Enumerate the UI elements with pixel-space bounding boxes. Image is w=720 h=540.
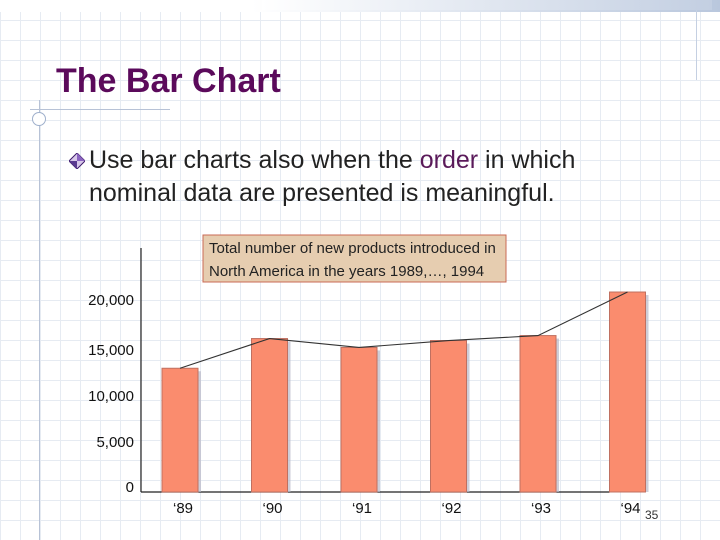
bullet-text-part-1: Use bar charts also when the [89, 146, 420, 174]
y-tick-label: 10,000 [88, 388, 134, 405]
x-tick-label: ‘89 [173, 500, 193, 517]
chart-title-box [202, 234, 507, 283]
title-underline-rule [30, 109, 170, 110]
bar [519, 335, 557, 493]
slide-decor-vertical-line [696, 0, 697, 80]
bar [340, 346, 378, 493]
x-tick-label: ‘91 [352, 500, 372, 517]
circle-ornament [32, 112, 46, 126]
x-tick-label: ‘90 [262, 500, 282, 517]
bar [251, 338, 288, 493]
bullet-emphasis-order: order [419, 146, 479, 174]
slide-top-gradient-block [262, 0, 712, 10]
x-tick-label: ‘92 [441, 500, 461, 517]
y-tick-label: 20,000 [88, 292, 134, 309]
trend-line [179, 291, 628, 369]
chart-title-line-2: North America in the years 1989,…, 1994 [209, 263, 484, 280]
left-vertical-rule [39, 100, 40, 540]
x-tick-label: ‘94 [620, 500, 640, 517]
bullet-line-1: Use bar charts also when the order in wh… [89, 144, 689, 177]
bar [609, 291, 646, 493]
page-number: 35 [645, 508, 659, 522]
chart-title-line-1: Total number of new products introduced … [209, 240, 496, 257]
bullet-line-2: nominal data are presented is meaningful… [89, 179, 555, 207]
x-tick-label: ‘93 [531, 500, 551, 517]
slide-title: The Bar Chart [56, 62, 281, 100]
diamond-bullet-icon [69, 153, 85, 169]
bar [161, 367, 199, 493]
y-tick-label: 15,000 [88, 342, 134, 359]
bullet-point: Use bar charts also when the order in wh… [89, 144, 689, 210]
y-tick-label: 5,000 [96, 434, 134, 451]
bar [430, 340, 467, 493]
bullet-text-part-3: in which [478, 146, 576, 174]
y-tick-label: 0 [126, 479, 134, 496]
